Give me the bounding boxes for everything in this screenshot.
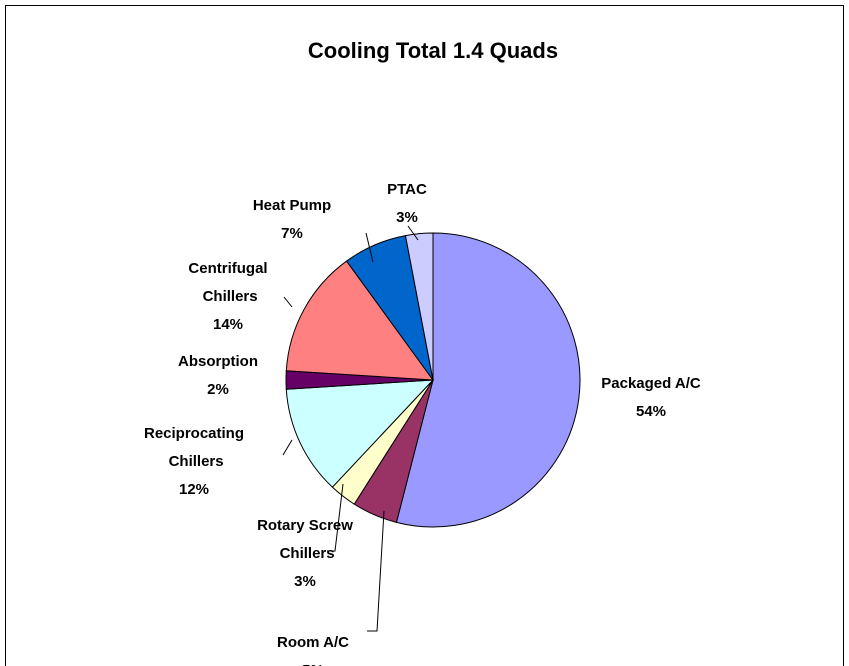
leader-line [367, 510, 385, 632]
category-label-line: PTAC [387, 181, 427, 198]
value-label: 12% [179, 481, 209, 498]
value-label: 54% [636, 403, 666, 420]
leader-line [365, 232, 374, 263]
pie-slice [285, 379, 435, 488]
value-label: 5% [302, 662, 324, 666]
leader-line [407, 225, 419, 241]
pie-slice [285, 260, 435, 381]
chart-title: Cooling Total 1.4 Quads [308, 38, 558, 63]
category-label-line: Packaged A/C [601, 375, 701, 392]
category-label: Absorption [178, 353, 258, 370]
pie-slice [404, 232, 434, 381]
value-label: 3% [294, 573, 316, 590]
category-label: Room A/C [277, 634, 349, 651]
category-label: Packaged A/C [601, 375, 701, 392]
category-label-line: Chillers [198, 288, 257, 305]
category-label-line: Centrifugal [188, 260, 267, 277]
value-label: 14% [213, 316, 243, 333]
category-label-line: Heat Pump [253, 197, 331, 214]
leader-line [282, 439, 293, 456]
value-label: 7% [281, 225, 303, 242]
category-label: Reciprocating Chillers [144, 425, 244, 470]
category-label: Centrifugal Chillers [188, 260, 267, 305]
category-label: PTAC [387, 181, 427, 198]
category-label-line: Rotary Screw [257, 517, 353, 534]
category-label-line: Reciprocating [144, 425, 244, 442]
category-label-line: Room A/C [277, 634, 349, 651]
value-label: 2% [207, 381, 229, 398]
pie-slice [395, 232, 581, 528]
category-label-line: Absorption [178, 353, 258, 370]
category-label: Rotary Screw Chillers [257, 517, 353, 562]
leader-line [327, 483, 344, 552]
category-label-line: Chillers [275, 545, 334, 562]
value-label: 3% [396, 209, 418, 226]
category-label: Heat Pump [253, 197, 331, 214]
leader-line [283, 296, 293, 308]
category-label-line: Chillers [164, 453, 223, 470]
